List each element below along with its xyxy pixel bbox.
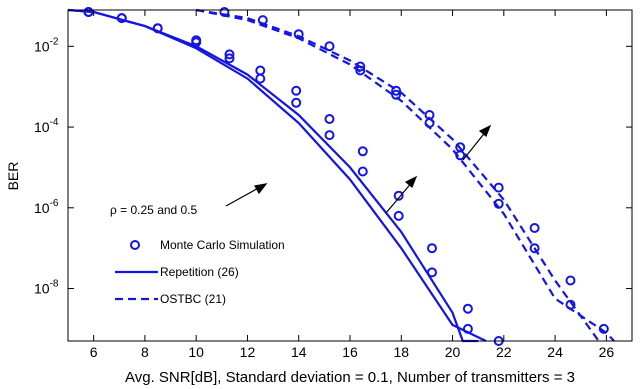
x-tick-label: 12 xyxy=(240,344,256,360)
x-axis-label: Avg. SNR[dB], Standard deviation = 0.1, … xyxy=(125,369,575,386)
x-tick-label: 20 xyxy=(445,344,461,360)
y-tick-label: 10-8 xyxy=(34,279,59,297)
x-tick-label: 24 xyxy=(547,344,563,360)
series-curve-4 xyxy=(195,8,615,342)
data-point xyxy=(324,41,335,52)
arrow-annotation xyxy=(225,185,263,207)
data-point xyxy=(191,37,202,48)
data-point xyxy=(391,85,402,96)
data-point xyxy=(529,243,540,254)
markers-layer xyxy=(83,7,609,346)
data-point xyxy=(152,23,163,34)
x-tick-label: 22 xyxy=(496,344,512,360)
data-point xyxy=(255,65,266,76)
y-axis-label: BER xyxy=(5,162,21,191)
x-tick-label: 18 xyxy=(393,344,409,360)
x-tick-label: 6 xyxy=(90,344,98,360)
arrowhead-repetition xyxy=(404,175,418,188)
x-tick-label: 8 xyxy=(141,344,149,360)
data-point xyxy=(355,61,366,72)
data-point xyxy=(493,182,504,193)
data-point xyxy=(257,15,268,26)
arrow-ostbc xyxy=(462,129,488,161)
data-point xyxy=(427,243,437,254)
data-point xyxy=(424,118,435,128)
legend-label-repetition: Repetition (26) xyxy=(160,265,239,279)
y-tick-label: 10-6 xyxy=(34,198,59,216)
data-point xyxy=(291,97,302,108)
arrowhead-ostbc xyxy=(478,124,492,137)
data-point xyxy=(255,73,266,84)
series-curve-2 xyxy=(67,8,487,342)
x-tick-label: 16 xyxy=(342,344,358,360)
x-tick-label: 14 xyxy=(291,344,307,360)
data-point xyxy=(565,299,576,310)
data-point xyxy=(391,89,402,100)
data-point xyxy=(219,7,230,17)
data-point xyxy=(357,146,368,157)
data-point xyxy=(357,166,368,177)
legend-marker-symbol xyxy=(130,240,140,250)
data-point xyxy=(455,150,466,161)
y-tick-label: 10-2 xyxy=(34,36,59,54)
data-point xyxy=(529,223,540,233)
data-point xyxy=(224,53,235,64)
data-point xyxy=(324,114,335,124)
data-point xyxy=(293,29,304,40)
x-tick-label: 10 xyxy=(188,344,204,360)
data-point xyxy=(427,267,437,278)
data-point xyxy=(324,130,335,141)
data-point xyxy=(462,303,473,314)
data-point xyxy=(462,323,473,334)
legend: Monte Carlo Simulation Repetition (26) O… xyxy=(115,238,285,306)
data-point xyxy=(355,65,366,76)
data-point xyxy=(393,190,404,201)
legend-label-ostbc: OSTBC (21) xyxy=(160,292,226,306)
data-point xyxy=(393,210,404,221)
data-point xyxy=(598,323,609,334)
rho-annotation: ρ = 0.25 and 0.5 xyxy=(110,203,198,217)
legend-label-monte-carlo: Monte Carlo Simulation xyxy=(160,238,285,252)
arrowhead-annotation xyxy=(254,183,268,195)
y-tick-label: 10-4 xyxy=(34,117,59,135)
data-point xyxy=(565,275,576,286)
data-point xyxy=(493,198,504,209)
annotation-arrows xyxy=(225,124,492,214)
data-point xyxy=(116,13,127,24)
data-point xyxy=(83,7,94,17)
x-axis-ticks: 6 8 10 12 14 16 18 20 22 24 26 xyxy=(90,10,615,360)
series-curve-3 xyxy=(196,8,600,342)
series-curve-1 xyxy=(67,8,479,343)
y-axis-ticks: 10-2 10-4 10-6 10-8 xyxy=(34,36,632,297)
data-point xyxy=(224,49,235,60)
curves-layer xyxy=(67,8,615,343)
x-tick-label: 26 xyxy=(599,344,615,360)
data-point xyxy=(291,85,302,96)
arrow-repetition xyxy=(385,180,414,214)
